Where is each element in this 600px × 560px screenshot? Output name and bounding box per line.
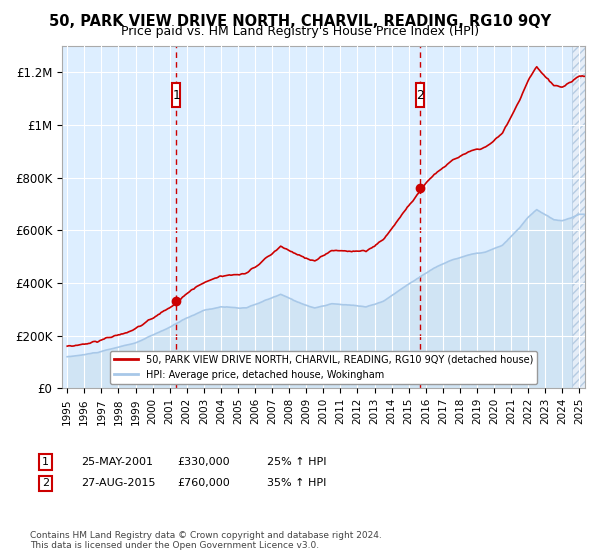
Text: 25% ↑ HPI: 25% ↑ HPI xyxy=(267,457,326,467)
Text: 2: 2 xyxy=(42,478,49,488)
Text: 25-MAY-2001: 25-MAY-2001 xyxy=(81,457,153,467)
Text: 27-AUG-2015: 27-AUG-2015 xyxy=(81,478,155,488)
Text: 2: 2 xyxy=(416,89,424,102)
Text: 1: 1 xyxy=(172,89,180,102)
Text: 50, PARK VIEW DRIVE NORTH, CHARVIL, READING, RG10 9QY: 50, PARK VIEW DRIVE NORTH, CHARVIL, READ… xyxy=(49,14,551,29)
FancyBboxPatch shape xyxy=(172,83,181,108)
Text: Contains HM Land Registry data © Crown copyright and database right 2024.
This d: Contains HM Land Registry data © Crown c… xyxy=(30,530,382,550)
Text: 35% ↑ HPI: 35% ↑ HPI xyxy=(267,478,326,488)
FancyBboxPatch shape xyxy=(416,83,424,108)
Text: Price paid vs. HM Land Registry's House Price Index (HPI): Price paid vs. HM Land Registry's House … xyxy=(121,25,479,38)
Legend: 50, PARK VIEW DRIVE NORTH, CHARVIL, READING, RG10 9QY (detached house), HPI: Ave: 50, PARK VIEW DRIVE NORTH, CHARVIL, READ… xyxy=(110,351,537,384)
Text: 1: 1 xyxy=(42,457,49,467)
Text: £760,000: £760,000 xyxy=(177,478,230,488)
Text: £330,000: £330,000 xyxy=(177,457,230,467)
